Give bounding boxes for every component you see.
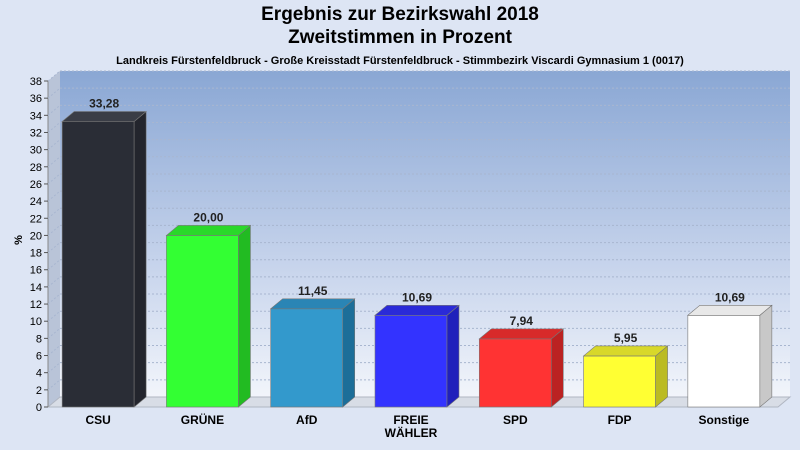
gridline-side (47, 259, 61, 271)
bar-value-label: 7,94 (510, 314, 534, 328)
gridline-side (47, 362, 61, 374)
y-tick-label: 12 (30, 299, 42, 311)
bar-side (550, 328, 564, 408)
bar-front (478, 338, 552, 408)
chart-subtitle: Landkreis Fürstenfeldbruck - Große Kreis… (116, 55, 684, 67)
bar-top (582, 345, 669, 357)
x-tick-label: FREIE (393, 413, 428, 427)
bar (582, 345, 669, 408)
bar-top (478, 328, 565, 340)
bar-front (687, 314, 761, 408)
gridline-side (47, 327, 61, 339)
gridline-side (47, 70, 61, 82)
gridline-side (47, 242, 61, 253)
y-tick-label: 16 (30, 265, 42, 277)
gridline-side (47, 173, 61, 185)
x-tick-label: GRÜNE (181, 412, 224, 427)
bar (61, 110, 147, 408)
y-tick-label: 2 (36, 385, 42, 397)
bar-side (446, 304, 460, 408)
y-tick-label: 26 (30, 179, 42, 191)
bar-front (61, 121, 135, 408)
y-tick-label: 28 (30, 162, 42, 174)
bar-value-label: 10,69 (402, 290, 432, 304)
bar-value-label: 11,45 (298, 284, 328, 298)
bar-front (166, 235, 239, 408)
y-tick-label: 14 (30, 282, 42, 294)
y-tick-label: 36 (30, 93, 42, 105)
x-tick-label: CSU (85, 413, 110, 427)
gridline-side (47, 87, 61, 99)
bar (269, 298, 356, 408)
y-tick-label: 30 (30, 145, 42, 157)
x-tick-label: FDP (608, 413, 632, 427)
bar-front (374, 314, 448, 408)
y-tick-label: 6 (36, 351, 42, 363)
bar (687, 304, 773, 408)
gridline-side (47, 104, 61, 116)
y-tick-label: 8 (36, 333, 42, 345)
y-tick-label: 20 (30, 230, 42, 242)
bar-side (759, 304, 773, 408)
y-tick-label: 38 (30, 76, 42, 88)
gridline-side (47, 293, 61, 305)
gridline-side (47, 122, 61, 133)
chart-title: Ergebnis zur Bezirkswahl 2018 (261, 4, 539, 25)
bar (374, 304, 460, 408)
y-tick-label: 34 (30, 110, 42, 122)
bar-front (270, 308, 344, 408)
bar-side (238, 224, 251, 408)
y-tick-label: 18 (30, 248, 42, 260)
bar-side (342, 298, 356, 408)
bar-value-label: 5,95 (614, 331, 638, 345)
gridline-side (47, 156, 61, 168)
chart-title-line2: Zweitstimmen in Prozent (288, 27, 512, 48)
x-tick-label: WÄHLER (385, 425, 438, 440)
gridline-side (47, 310, 61, 322)
bar-top (165, 225, 252, 236)
bar-top (61, 111, 147, 122)
y-tick-label: 10 (30, 316, 42, 328)
x-tick-label: SPD (503, 413, 528, 427)
y-tick-label: 4 (36, 368, 42, 380)
y-axis-label: % (13, 235, 25, 245)
bar-side (133, 110, 147, 408)
bar-value-label: 33,28 (89, 96, 119, 110)
y-tick-label: 32 (30, 127, 42, 139)
gridline-side (47, 379, 61, 391)
gridline-side (47, 139, 61, 151)
bar-side (655, 345, 668, 408)
plot-side-wall (48, 71, 60, 407)
y-tick-label: 22 (30, 213, 42, 225)
bar-front (583, 355, 656, 408)
bar-top (687, 304, 773, 316)
bar (478, 328, 565, 408)
bar-top (374, 304, 460, 316)
gridline-side (47, 276, 61, 288)
x-tick-label: Sonstige (699, 413, 750, 427)
bar-top (269, 298, 356, 310)
bar-value-label: 20,00 (193, 210, 223, 224)
gridline-side (47, 345, 61, 356)
gridline-side (47, 207, 61, 219)
bar-value-label: 10,69 (715, 290, 745, 304)
gridline-side (47, 190, 61, 202)
y-tick-label: 0 (36, 402, 42, 414)
gridline-side (47, 225, 61, 236)
x-tick-label: AfD (296, 413, 318, 427)
y-tick-label: 24 (30, 196, 42, 208)
bar (165, 224, 252, 408)
